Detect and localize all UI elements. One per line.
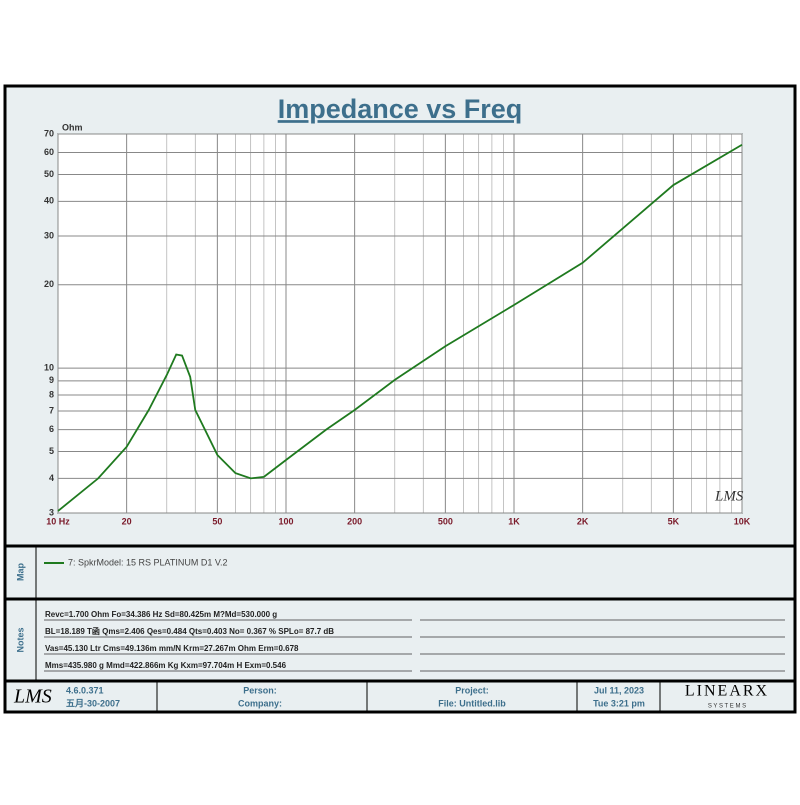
note: Revc=1.700 Ohm Fo=34.386 Hz Sd=80.425m M… — [45, 610, 277, 619]
y-tick-label: 40 — [44, 196, 54, 206]
y-tick-label: 3 — [49, 507, 54, 517]
y-tick-label: 70 — [44, 128, 54, 138]
logo: LMS — [13, 686, 52, 708]
x-tick-label: 50 — [212, 516, 222, 526]
y-tick-label: 30 — [44, 230, 54, 240]
note: Vas=45.130 Ltr Cms=49.136m mm/N Krm=27.2… — [45, 644, 299, 653]
y-tick-label: 20 — [44, 279, 54, 289]
y-tick-label: 6 — [49, 424, 54, 434]
legend-entry: 7: SpkrModel: 15 RS PLATINUM D1 V.2 — [68, 557, 228, 567]
x-tick-label: 1K — [508, 516, 520, 526]
y-tick-label: 4 — [49, 473, 54, 483]
version: 4.6.0.371 — [66, 685, 104, 695]
y-tick-label: 9 — [49, 375, 54, 385]
y-tick-label: 7 — [49, 405, 54, 415]
x-tick-label: 100 — [278, 516, 293, 526]
y-tick-label: 50 — [44, 169, 54, 179]
x-tick-label: 5K — [668, 516, 680, 526]
note: Mms=435.980 g Mmd=422.866m Kg Kxm=97.704… — [45, 661, 287, 670]
x-tick-label: 500 — [438, 516, 453, 526]
note: BL=18.189 T函 Qms=2.406 Qes=0.484 Qts=0.4… — [45, 626, 334, 636]
watermark: LMS — [714, 488, 744, 504]
y-tick-label: 60 — [44, 147, 54, 157]
plot-area — [57, 133, 743, 514]
x-tick-label: 2K — [577, 516, 589, 526]
series-line — [57, 144, 743, 512]
y-tick-label: 8 — [49, 389, 54, 399]
map-label: Map — [15, 562, 25, 581]
x-tick-label: 10 Hz — [46, 516, 70, 526]
brand-sub: S Y S T E M S — [708, 704, 746, 710]
time: Tue 3:21 pm — [593, 698, 645, 708]
x-tick-label: 10K — [734, 516, 751, 526]
person: Person: — [243, 685, 277, 695]
x-tick-label: 200 — [347, 516, 362, 526]
chart-title: Impedance vs Freq — [278, 94, 523, 124]
build-date: 五月-30-2007 — [66, 698, 120, 708]
y-tick-label: 10 — [44, 363, 54, 373]
x-tick-label: 20 — [122, 516, 132, 526]
company: Company: — [238, 698, 282, 708]
brand: LINEARX — [685, 683, 769, 700]
file: File: Untitled.lib — [438, 698, 506, 708]
y-unit: Ohm — [62, 122, 83, 132]
notes-label: Notes — [15, 627, 25, 652]
project: Project: — [455, 685, 489, 695]
date: Jul 11, 2023 — [594, 685, 644, 695]
y-tick-label: 5 — [49, 446, 54, 456]
